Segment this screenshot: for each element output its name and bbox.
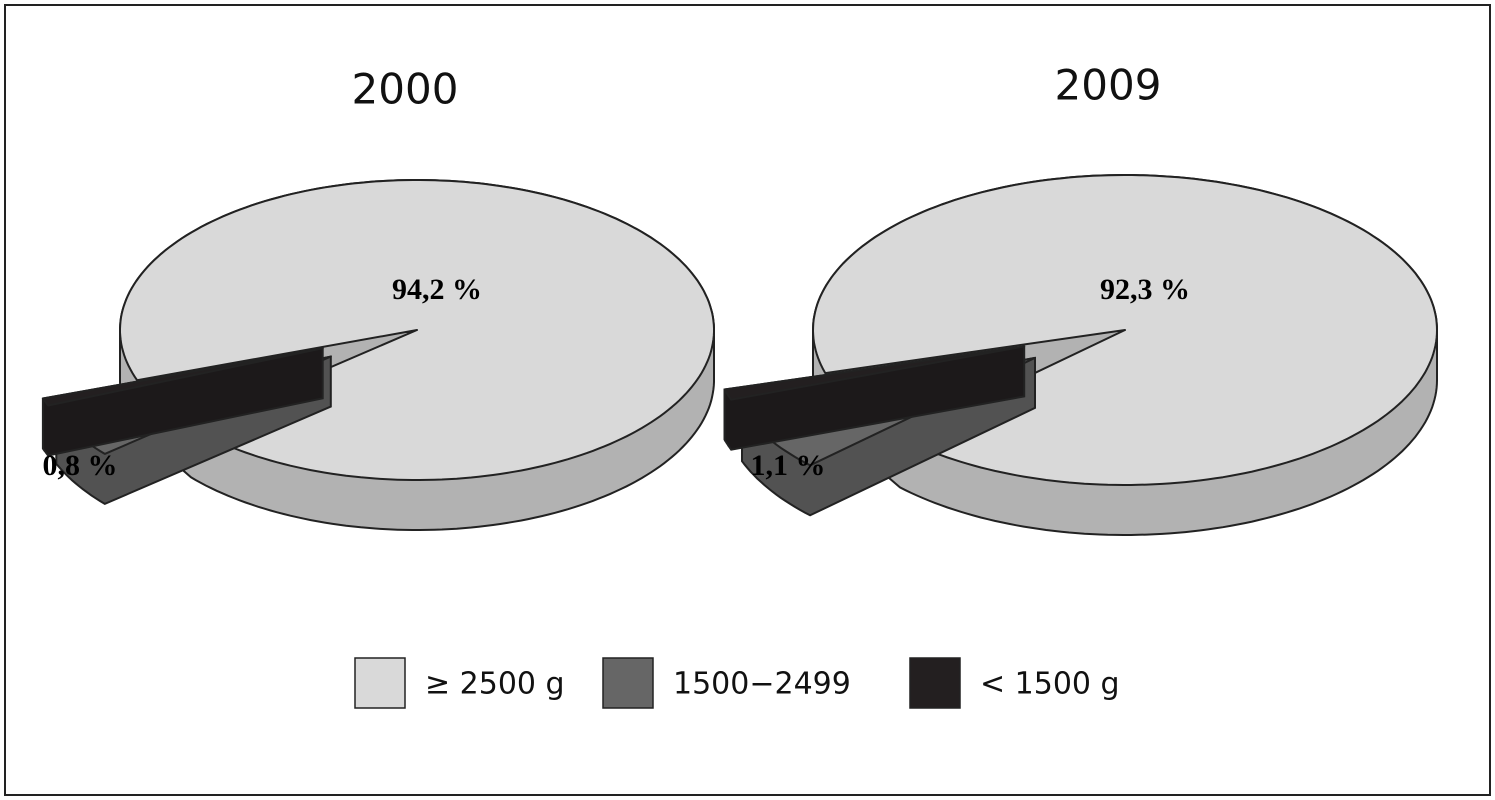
data-label: 92,3 % [1100, 273, 1190, 306]
legend-label: 1500−2499 [673, 667, 851, 702]
data-label: 1,1 % [751, 449, 826, 482]
legend-swatch [602, 657, 654, 709]
data-label: 5 % [108, 553, 161, 586]
legend-swatch [354, 657, 406, 709]
slice-side [723, 345, 1026, 451]
legend-label: ≥ 2500 g [425, 667, 565, 702]
slice [41, 347, 324, 457]
chart-title: 2000 [352, 65, 459, 114]
slice-top [41, 347, 324, 407]
legend-swatch [909, 657, 961, 709]
slice-side [41, 347, 324, 457]
data-label: 0,8 % [43, 449, 118, 482]
slice-top [723, 345, 1026, 401]
data-label: 94,2 % [392, 273, 482, 306]
slice [723, 345, 1026, 451]
data-label: 6,6 % [805, 553, 880, 586]
chart-title: 2009 [1055, 61, 1162, 110]
slice [119, 179, 715, 531]
slice [812, 174, 1438, 536]
legend-label: < 1500 g [980, 667, 1120, 702]
